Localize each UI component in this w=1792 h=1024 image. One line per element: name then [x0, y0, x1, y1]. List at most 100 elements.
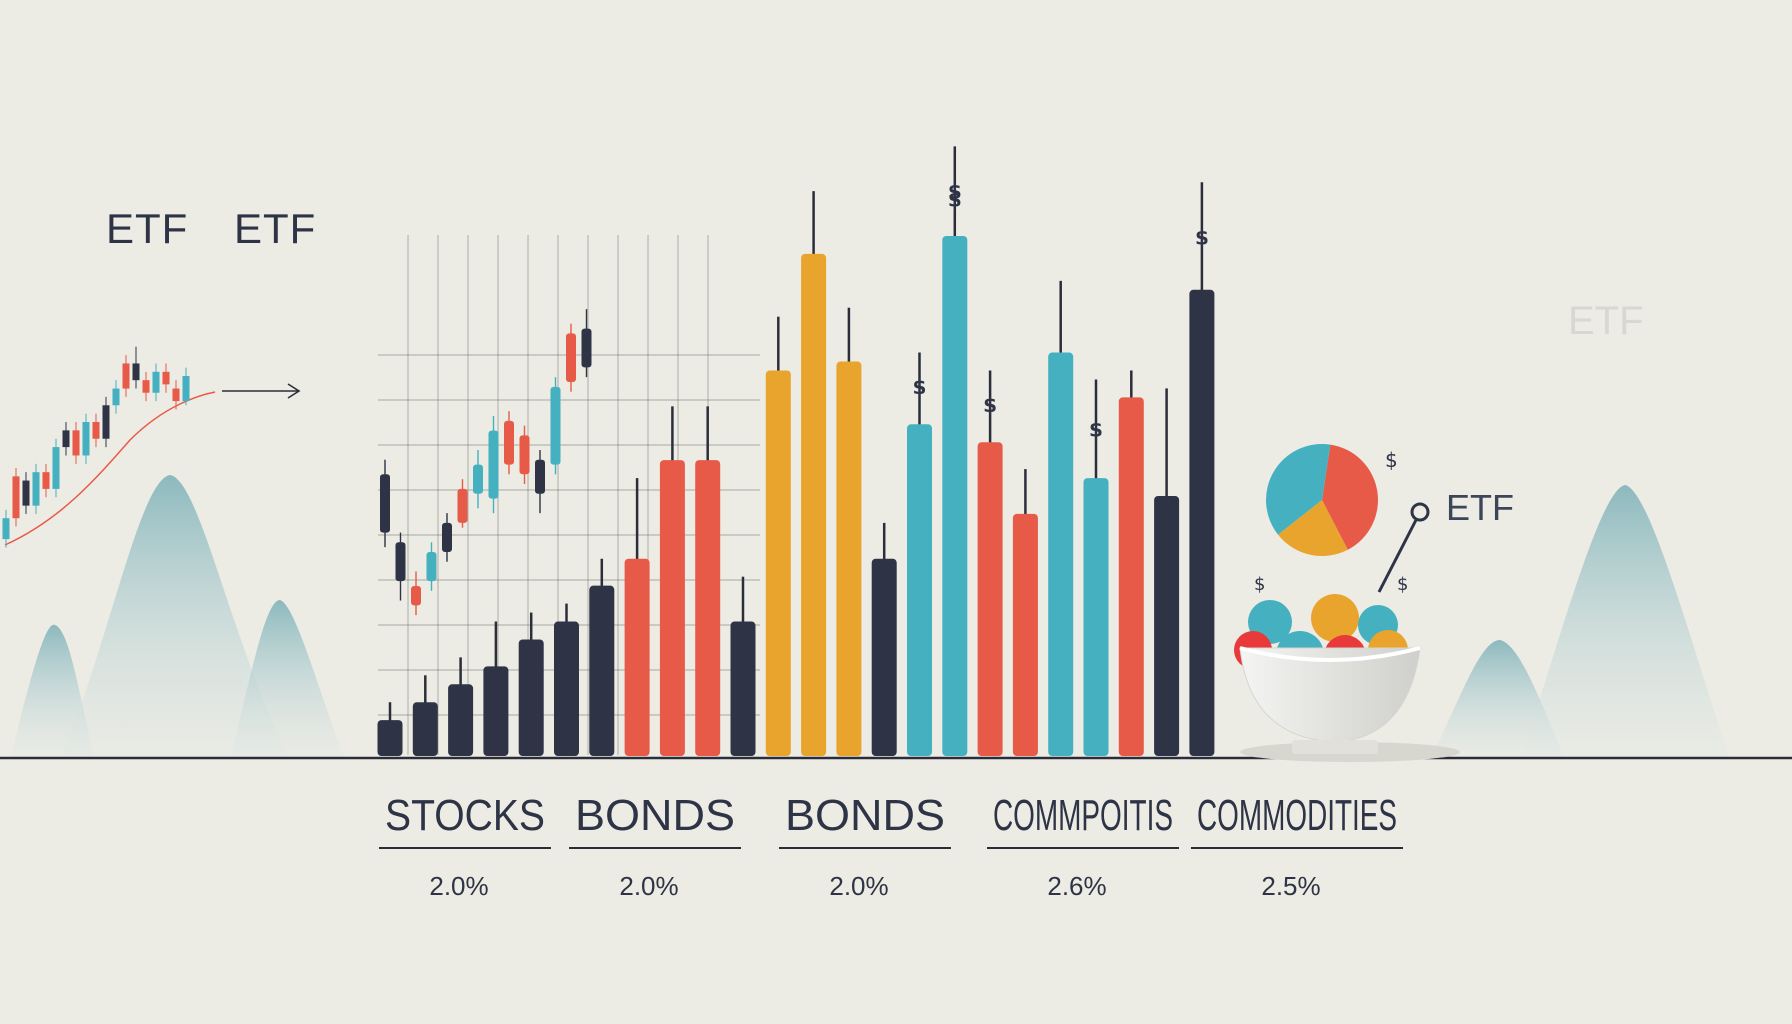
bowl-body — [1239, 647, 1421, 743]
small-candle-body — [132, 363, 140, 381]
bar — [518, 639, 544, 756]
small-candle-body — [102, 405, 110, 439]
small-candle-body — [182, 376, 190, 402]
candle-body — [395, 542, 406, 582]
percent-label: 2.0% — [619, 871, 678, 901]
small-candle-body — [72, 430, 80, 456]
candle-body — [504, 420, 514, 465]
percent-label: 2.5% — [1261, 871, 1320, 901]
bar — [695, 460, 721, 756]
small-candle-body — [42, 472, 50, 489]
bar-series: $$$$$$ — [377, 146, 1215, 756]
small-candle-body — [32, 472, 40, 506]
dollar-sign-pie: $ — [1385, 448, 1398, 472]
bar — [1189, 289, 1215, 756]
bar — [1118, 397, 1144, 756]
bar — [377, 720, 403, 756]
bar — [765, 370, 791, 756]
small-candle-body — [122, 363, 130, 389]
bar — [801, 253, 827, 756]
candle-body — [380, 474, 390, 533]
etf-label-pie: ETF — [1446, 487, 1514, 528]
category-label: BONDS — [575, 791, 735, 840]
trend-line — [4, 391, 216, 546]
dollar-sign: $ — [913, 375, 927, 399]
etf-label-left-1: ETF — [106, 205, 188, 252]
candle-body — [581, 328, 592, 368]
etf-label-right-faded: ETF — [1568, 299, 1644, 343]
candle-body — [442, 522, 452, 552]
small-candle-body — [92, 422, 100, 439]
bar — [483, 666, 509, 756]
candle-body — [473, 464, 483, 494]
dollar-sign-bowl-right: $ — [1397, 574, 1408, 595]
bar — [554, 621, 579, 756]
pie-slice — [1322, 444, 1378, 550]
small-candle-body — [162, 371, 170, 385]
pie-slice — [1277, 500, 1348, 557]
dollar-sign-bowl-left: $ — [1254, 574, 1265, 595]
candle-body — [535, 459, 545, 494]
bar — [977, 442, 1003, 756]
bar — [836, 361, 862, 756]
percent-label: 2.0% — [829, 871, 888, 901]
dollar-sign: $ — [1089, 418, 1103, 442]
small-candle-body — [142, 380, 150, 393]
trend-arrow — [222, 383, 301, 399]
spoon-icon — [1377, 502, 1430, 593]
mountain-right-tall — [1520, 485, 1730, 760]
small-candle-body — [112, 388, 120, 406]
small-candle-body — [22, 480, 30, 506]
small-candlestick-trend — [2, 346, 301, 548]
bar — [1048, 352, 1074, 756]
candle-body — [519, 435, 530, 475]
small-candle-body — [152, 371, 160, 393]
small-candle-body — [62, 430, 70, 448]
mountain-left-tall — [60, 475, 290, 760]
category-labels: STOCKS 2.0% BONDS 2.0% BONDS 2.0% COMMPOITIS 2.… — [379, 791, 1403, 901]
percent-label: 2.6% — [1047, 871, 1106, 901]
pie-slice — [1266, 443, 1331, 535]
small-candle-body — [2, 518, 10, 540]
category-label: COMMODITIES — [1197, 791, 1397, 840]
pie-chart — [1266, 443, 1378, 557]
bar — [942, 236, 968, 756]
bar — [659, 460, 685, 756]
candle-body — [488, 430, 499, 499]
bar — [1083, 478, 1109, 756]
bar — [1012, 513, 1038, 756]
etf-label-left-2: ETF — [234, 205, 316, 252]
candle-body — [566, 333, 576, 382]
percent-label: 2.0% — [429, 871, 488, 901]
dollar-sign: $ — [983, 393, 997, 417]
small-candle-body — [12, 476, 20, 519]
dollar-sign: $ — [948, 179, 962, 203]
bar — [448, 684, 474, 756]
small-candle-body — [52, 447, 60, 489]
bar — [730, 621, 756, 756]
bar — [412, 702, 438, 756]
main-candlesticks — [380, 309, 592, 616]
dollar-sign: $ — [948, 187, 962, 211]
bar — [907, 424, 932, 756]
bowl-icon — [1234, 594, 1460, 762]
mountains-decoration — [10, 475, 1730, 760]
ball — [1311, 594, 1359, 642]
category-label: STOCKS — [385, 791, 545, 840]
candle-body — [457, 488, 468, 523]
bar — [624, 558, 650, 756]
candle-body — [411, 586, 421, 606]
bowl-foot — [1292, 740, 1378, 754]
small-candle-body — [172, 388, 180, 402]
category-label: COMMPOITIS — [993, 791, 1173, 840]
category-label: BONDS — [785, 791, 945, 840]
candle-body — [550, 386, 561, 465]
bowl-rim — [1239, 646, 1421, 662]
candle-body — [426, 552, 437, 582]
bar — [871, 558, 897, 756]
mountain-left-mid — [230, 600, 345, 760]
small-candle-body — [82, 422, 90, 456]
bar — [1154, 496, 1180, 756]
